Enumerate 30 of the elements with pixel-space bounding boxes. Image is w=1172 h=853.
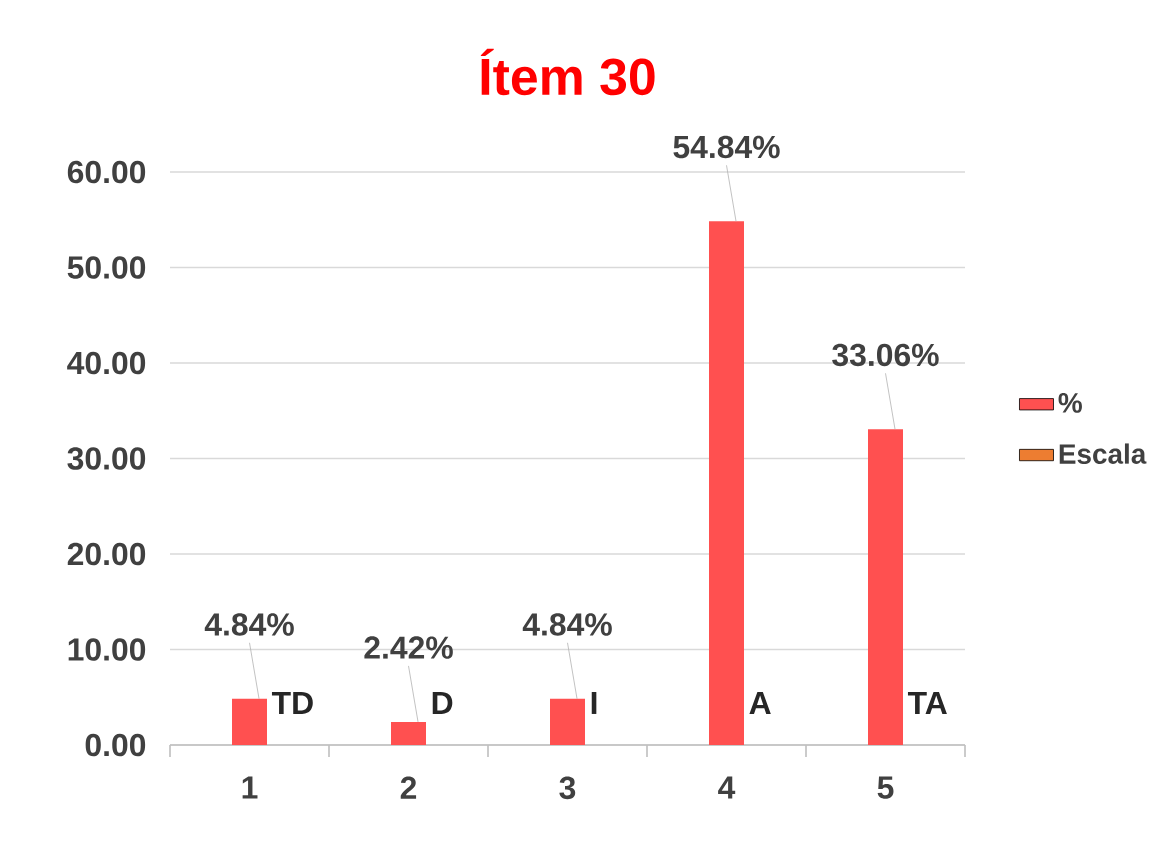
legend-label: Escala xyxy=(1059,443,1147,464)
y-tick-label: 0.00 xyxy=(85,733,146,757)
data-label: 4.84% xyxy=(522,613,612,636)
text: I xyxy=(591,692,597,714)
bar xyxy=(232,698,267,745)
bar xyxy=(868,429,903,745)
data-label: 4.84% xyxy=(204,613,294,636)
legend-label: % xyxy=(1058,393,1082,413)
x-tick-label: 3 xyxy=(559,776,576,800)
x-tick-label: 1 xyxy=(242,776,258,799)
y-tick-label: 50.00 xyxy=(67,256,146,279)
data-label: 33.06% xyxy=(832,343,939,367)
text: TA xyxy=(907,692,947,714)
text: TD xyxy=(271,692,313,714)
x-tick-label: 2 xyxy=(400,776,417,799)
chart-title: Ítem 30 xyxy=(480,48,655,96)
y-tick-label: 10.00 xyxy=(68,638,146,661)
text: D xyxy=(432,692,453,714)
bar xyxy=(550,698,585,745)
bar xyxy=(709,221,744,745)
text: A xyxy=(749,692,771,714)
x-tick-label: 4 xyxy=(718,776,736,799)
bar xyxy=(391,721,426,745)
y-tick-label: 20.00 xyxy=(67,542,146,566)
x-tick-label: 5 xyxy=(877,776,894,799)
y-tick-label: 60.00 xyxy=(67,160,146,184)
y-tick-label: 40.00 xyxy=(67,351,146,375)
data-label: 2.42% xyxy=(364,636,453,659)
data-label: 54.84% xyxy=(673,135,780,159)
y-tick-label: 30.00 xyxy=(67,447,146,470)
